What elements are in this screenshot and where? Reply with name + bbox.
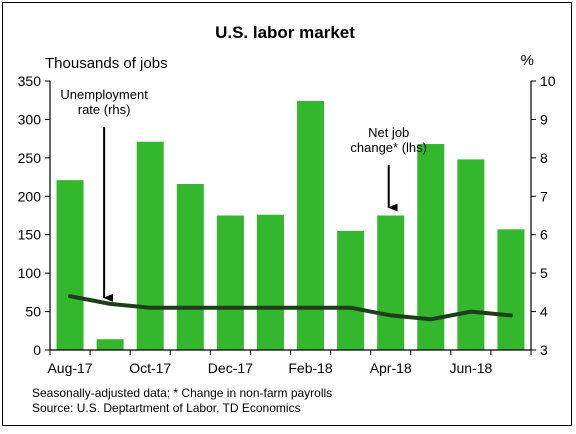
- bar: [216, 215, 244, 350]
- annotation-text: Unemployment: [60, 87, 148, 102]
- left-tick-label: 100: [18, 265, 42, 281]
- footnote: Seasonally-adjusted data; * Change in no…: [32, 386, 332, 400]
- right-tick-label: 9: [540, 111, 548, 127]
- right-tick-label: 5: [540, 265, 548, 281]
- annotation-text: change* (lhs): [350, 140, 427, 155]
- chart-frame: U.S. labor market Thousands of jobs % 0 5…: [2, 2, 572, 426]
- x-tick-label: Apr-18: [370, 360, 412, 376]
- annotation-text: Net job: [368, 125, 409, 140]
- annotation-text: rate (rhs): [78, 102, 131, 117]
- unemployment-line: [68, 294, 513, 322]
- bar-series: [56, 100, 525, 351]
- right-tick-label: 6: [540, 227, 548, 243]
- left-tick-label: 50: [25, 304, 41, 320]
- chart-svg: U.S. labor market Thousands of jobs % 0 5…: [18, 23, 556, 415]
- x-tick-label: Jun-18: [449, 360, 492, 376]
- left-tick-label: 350: [18, 73, 42, 89]
- x-tick-label: Feb-18: [288, 360, 333, 376]
- bar: [297, 100, 325, 351]
- left-tick-label: 150: [18, 227, 42, 243]
- footnote: Source: U.S. Deptartment of Labor, TD Ec…: [32, 401, 301, 415]
- right-tick-label: 4: [540, 304, 548, 320]
- x-tick-label: Aug-17: [47, 360, 92, 376]
- line-series: [68, 294, 513, 322]
- chart-title: U.S. labor market: [215, 23, 355, 42]
- left-tick-label: 250: [18, 150, 42, 166]
- axis-ticks: 0 50 100 150 200 250 300 350 3 4 5 6 7 8 9 10: [18, 73, 556, 358]
- left-axis-unit: Thousands of jobs: [45, 55, 168, 72]
- bar: [176, 183, 204, 350]
- right-tick-label: 10: [540, 73, 556, 89]
- left-tick-label: 200: [18, 188, 42, 204]
- bar: [96, 339, 124, 350]
- right-tick-label: 3: [540, 342, 548, 358]
- bar: [337, 230, 365, 350]
- bar: [256, 214, 284, 350]
- bar: [136, 141, 164, 350]
- x-tick-label: Dec-17: [208, 360, 253, 376]
- bar: [377, 215, 405, 350]
- right-tick-label: 8: [540, 150, 548, 166]
- bar: [457, 159, 485, 350]
- x-tick-label: Oct-17: [129, 360, 171, 376]
- right-axis-unit: %: [521, 52, 534, 69]
- right-tick-label: 7: [540, 188, 548, 204]
- left-tick-label: 300: [18, 111, 42, 127]
- axes: Aug-17 Oct-17 Dec-17 Feb-18 Apr-18 Jun-18: [47, 81, 532, 376]
- bar: [497, 229, 525, 350]
- footnotes: Seasonally-adjusted data; * Change in no…: [32, 386, 332, 415]
- left-tick-label: 0: [33, 342, 41, 358]
- bar: [56, 180, 84, 350]
